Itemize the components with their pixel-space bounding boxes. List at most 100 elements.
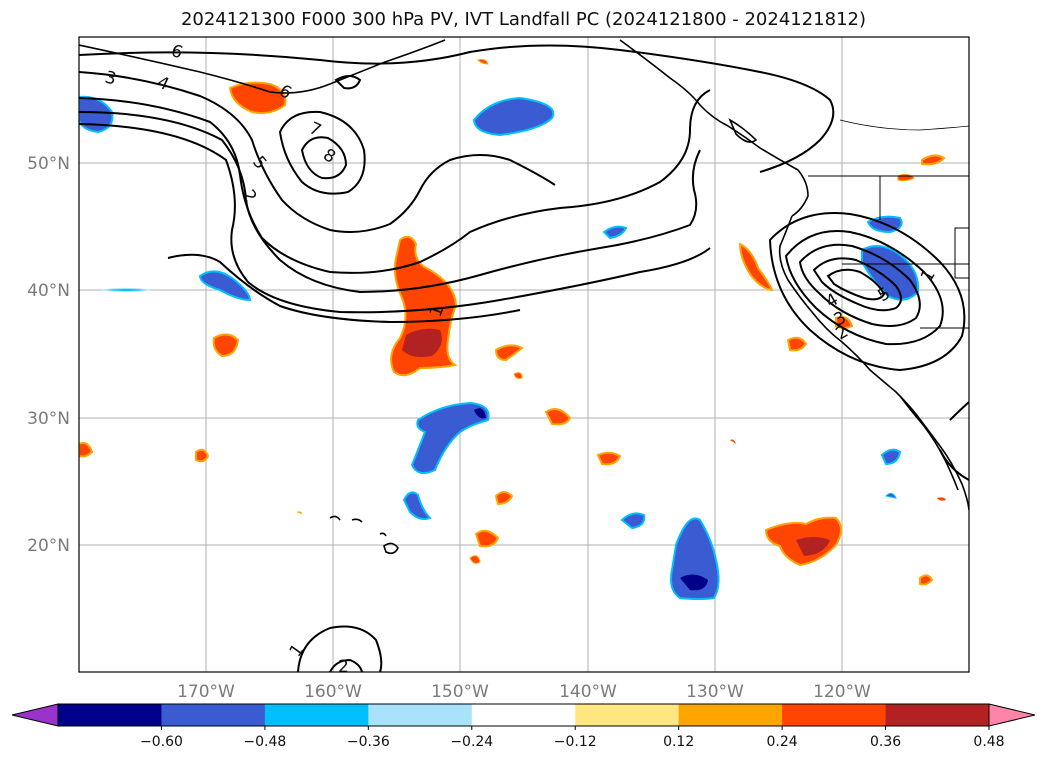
colorbar-ticks: −0.60 −0.48 −0.36 −0.24 −0.12 0.12 0.24 0.36 0.4… <box>140 726 1005 750</box>
colorbar: −0.60 −0.48 −0.36 −0.24 −0.12 0.12 0.24 0.36 0.4… <box>11 703 1036 750</box>
lon-label-130w: 130°W <box>686 682 744 702</box>
contour-line <box>278 110 366 195</box>
colorbar-tick-label: −0.48 <box>243 734 286 750</box>
pv-negative-area <box>680 574 708 591</box>
contour-line <box>79 111 701 294</box>
hawaii-islands <box>329 515 399 555</box>
latitude-labels: 50°N 40°N 30°N 20°N <box>27 154 70 556</box>
contour-line <box>334 75 362 90</box>
us-west-coast <box>778 215 969 511</box>
contour-label: 3 <box>103 68 119 90</box>
contour-line <box>329 658 363 672</box>
pv-positive-area <box>544 408 572 426</box>
colorbar-segment <box>575 704 680 726</box>
colorbar-frame <box>57 703 990 727</box>
colorbar-segment <box>782 704 887 726</box>
contour-line <box>949 401 969 421</box>
colorbar-segment <box>58 704 162 726</box>
colorbar-extend-low <box>11 703 59 727</box>
contour-line <box>826 268 886 301</box>
pv-negative-area <box>410 401 490 475</box>
contour-line <box>79 123 711 314</box>
contour-line <box>939 449 969 481</box>
pv-negative-area <box>101 288 151 292</box>
vancouver-island <box>728 118 758 143</box>
colorbar-tick-label: −0.12 <box>554 734 597 750</box>
colorbar-extend-high <box>988 703 1036 727</box>
longitude-labels: 170°W 160°W 150°W 140°W 130°W 120°W <box>177 682 871 702</box>
pv-positive-area <box>919 574 934 586</box>
lat-label-20n: 20°N <box>27 536 70 556</box>
pv-positive-area <box>212 333 240 358</box>
pv-positive-area <box>921 154 946 166</box>
pv-negative-area <box>620 512 646 530</box>
bc-coast <box>619 39 809 217</box>
map-title: 2024121300 F000 300 hPa PV, IVT Landfall… <box>180 9 867 30</box>
pv-shading <box>79 95 920 600</box>
pv-positive-area <box>195 448 210 463</box>
lon-label-120w: 120°W <box>813 682 871 702</box>
state-boundary <box>842 176 969 329</box>
coastlines <box>79 39 969 555</box>
colorbar-segment <box>678 704 783 726</box>
contour-line <box>79 71 556 233</box>
colorbar-tick-label: −0.24 <box>450 734 493 750</box>
pv-contours <box>79 44 969 672</box>
baja-peninsula <box>899 395 959 491</box>
lat-label-30n: 30°N <box>27 409 70 429</box>
contour-label: 2 <box>338 657 349 677</box>
pv-positive-area <box>79 442 94 458</box>
contour-line <box>300 136 348 180</box>
pv-positive-area <box>469 555 481 564</box>
contour-line <box>79 44 835 173</box>
contour-line <box>768 212 966 372</box>
colorbar-segment <box>264 704 369 726</box>
pv-positive-area <box>296 511 302 514</box>
pv-negative-area <box>198 270 252 302</box>
pv-negative-area <box>602 225 628 240</box>
pv-positive-area <box>494 344 524 362</box>
pv-negative-area <box>880 448 902 466</box>
pv-positive-area <box>730 439 736 444</box>
contour-line <box>812 257 902 312</box>
pv-positive-area <box>513 372 523 379</box>
pv-positive-area <box>402 328 442 358</box>
colorbar-segment <box>161 704 266 726</box>
pv-positive-area <box>937 497 946 501</box>
pv-negative-area <box>472 96 555 137</box>
lon-label-150w: 150°W <box>431 682 489 702</box>
colorbar-segment <box>368 704 473 726</box>
contour-line <box>784 230 944 346</box>
pv-positive-area <box>494 491 514 506</box>
lon-label-160w: 160°W <box>304 682 362 702</box>
pv-positive-area <box>474 529 500 548</box>
pv-positive-area <box>738 242 774 292</box>
colorbar-tick-label: −0.36 <box>347 734 390 750</box>
pv-positive-area <box>596 451 622 466</box>
colorbar-tick-label: 0.48 <box>973 734 1004 750</box>
colorbar-tick-label: 0.36 <box>870 734 901 750</box>
colorbar-tick-label: 0.12 <box>663 734 694 750</box>
lon-label-170w: 170°W <box>177 682 235 702</box>
colorbar-segment <box>885 704 990 726</box>
pv-positive-area <box>786 336 808 352</box>
colorbar-segments <box>58 704 990 726</box>
map-frame <box>78 36 970 673</box>
map-background <box>79 37 969 672</box>
pv-shading-positive <box>79 59 946 586</box>
lat-label-50n: 50°N <box>27 154 70 174</box>
contour-line <box>798 243 921 327</box>
lon-label-140w: 140°W <box>559 682 617 702</box>
pv-positive-area <box>477 59 489 65</box>
lat-label-40n: 40°N <box>27 281 70 301</box>
pv-negative-area <box>474 408 486 419</box>
pv-positive-area <box>796 537 830 556</box>
canada-inland <box>839 119 969 131</box>
contour-line <box>297 625 383 672</box>
colorbar-tick-label: −0.60 <box>140 734 183 750</box>
colorbar-tick-label: 0.24 <box>767 734 798 750</box>
alaska-coast <box>79 39 446 94</box>
contour-line <box>167 253 521 324</box>
pv-negative-area <box>402 491 432 521</box>
